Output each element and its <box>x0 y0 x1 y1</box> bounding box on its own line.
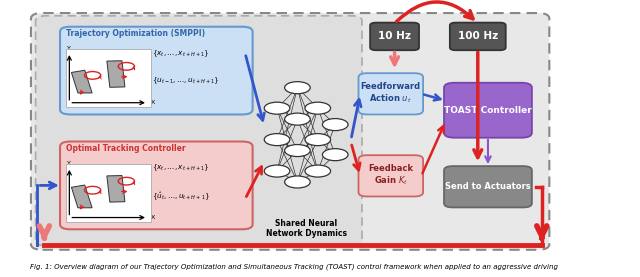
FancyBboxPatch shape <box>444 166 532 207</box>
Polygon shape <box>72 70 92 93</box>
Text: $\{x_t,\ldots,x_{t+H+1}\}$: $\{x_t,\ldots,x_{t+H+1}\}$ <box>152 163 209 173</box>
FancyBboxPatch shape <box>450 23 506 50</box>
Text: Optimal Tracking Controller: Optimal Tracking Controller <box>67 144 186 153</box>
Circle shape <box>264 165 290 177</box>
FancyBboxPatch shape <box>60 142 253 229</box>
Circle shape <box>323 119 348 130</box>
FancyBboxPatch shape <box>358 73 423 114</box>
FancyBboxPatch shape <box>370 23 419 50</box>
Text: 10 Hz: 10 Hz <box>378 31 411 42</box>
FancyBboxPatch shape <box>31 13 549 250</box>
FancyBboxPatch shape <box>36 16 362 246</box>
Text: $\{\hat{u}_t,\ldots,u_{t+H+1}\}$: $\{\hat{u}_t,\ldots,u_{t+H+1}\}$ <box>152 190 210 202</box>
Circle shape <box>323 149 348 161</box>
Circle shape <box>305 165 331 177</box>
Bar <box>67 49 151 107</box>
Circle shape <box>285 145 310 157</box>
Circle shape <box>264 134 290 146</box>
Text: $\{u_{t-1},\ldots,u_{t+H+1}\}$: $\{u_{t-1},\ldots,u_{t+H+1}\}$ <box>152 76 220 86</box>
FancyBboxPatch shape <box>358 155 423 196</box>
Bar <box>67 164 151 222</box>
Circle shape <box>305 134 331 146</box>
Circle shape <box>305 102 331 114</box>
Polygon shape <box>107 176 125 202</box>
Circle shape <box>264 102 290 114</box>
Circle shape <box>285 113 310 125</box>
FancyBboxPatch shape <box>444 83 532 138</box>
Text: $\{x_t,\ldots,x_{t+H+1}\}$: $\{x_t,\ldots,x_{t+H+1}\}$ <box>152 48 209 59</box>
Text: X: X <box>151 215 155 220</box>
Text: Send to Actuators: Send to Actuators <box>445 182 531 191</box>
Text: Feedforward
Action $u_t$: Feedforward Action $u_t$ <box>361 82 421 106</box>
Text: Feedback
Gain $K_t$: Feedback Gain $K_t$ <box>368 164 413 188</box>
Circle shape <box>285 176 310 188</box>
Circle shape <box>285 82 310 94</box>
Text: Y: Y <box>67 46 71 51</box>
Text: Fig. 1: Overview diagram of our Trajectory Optimization and Simultaneous Trackin: Fig. 1: Overview diagram of our Trajecto… <box>30 264 558 270</box>
Text: 100 Hz: 100 Hz <box>458 31 498 42</box>
Polygon shape <box>72 185 92 208</box>
Text: X: X <box>151 100 155 105</box>
Text: TOAST Controller: TOAST Controller <box>444 106 532 115</box>
Polygon shape <box>107 61 125 87</box>
Text: Shared Neural
Network Dynamics: Shared Neural Network Dynamics <box>266 219 347 238</box>
Text: Trajectory Optimization (SMPPI): Trajectory Optimization (SMPPI) <box>67 29 205 38</box>
Text: Y: Y <box>67 161 71 166</box>
FancyBboxPatch shape <box>60 27 253 114</box>
